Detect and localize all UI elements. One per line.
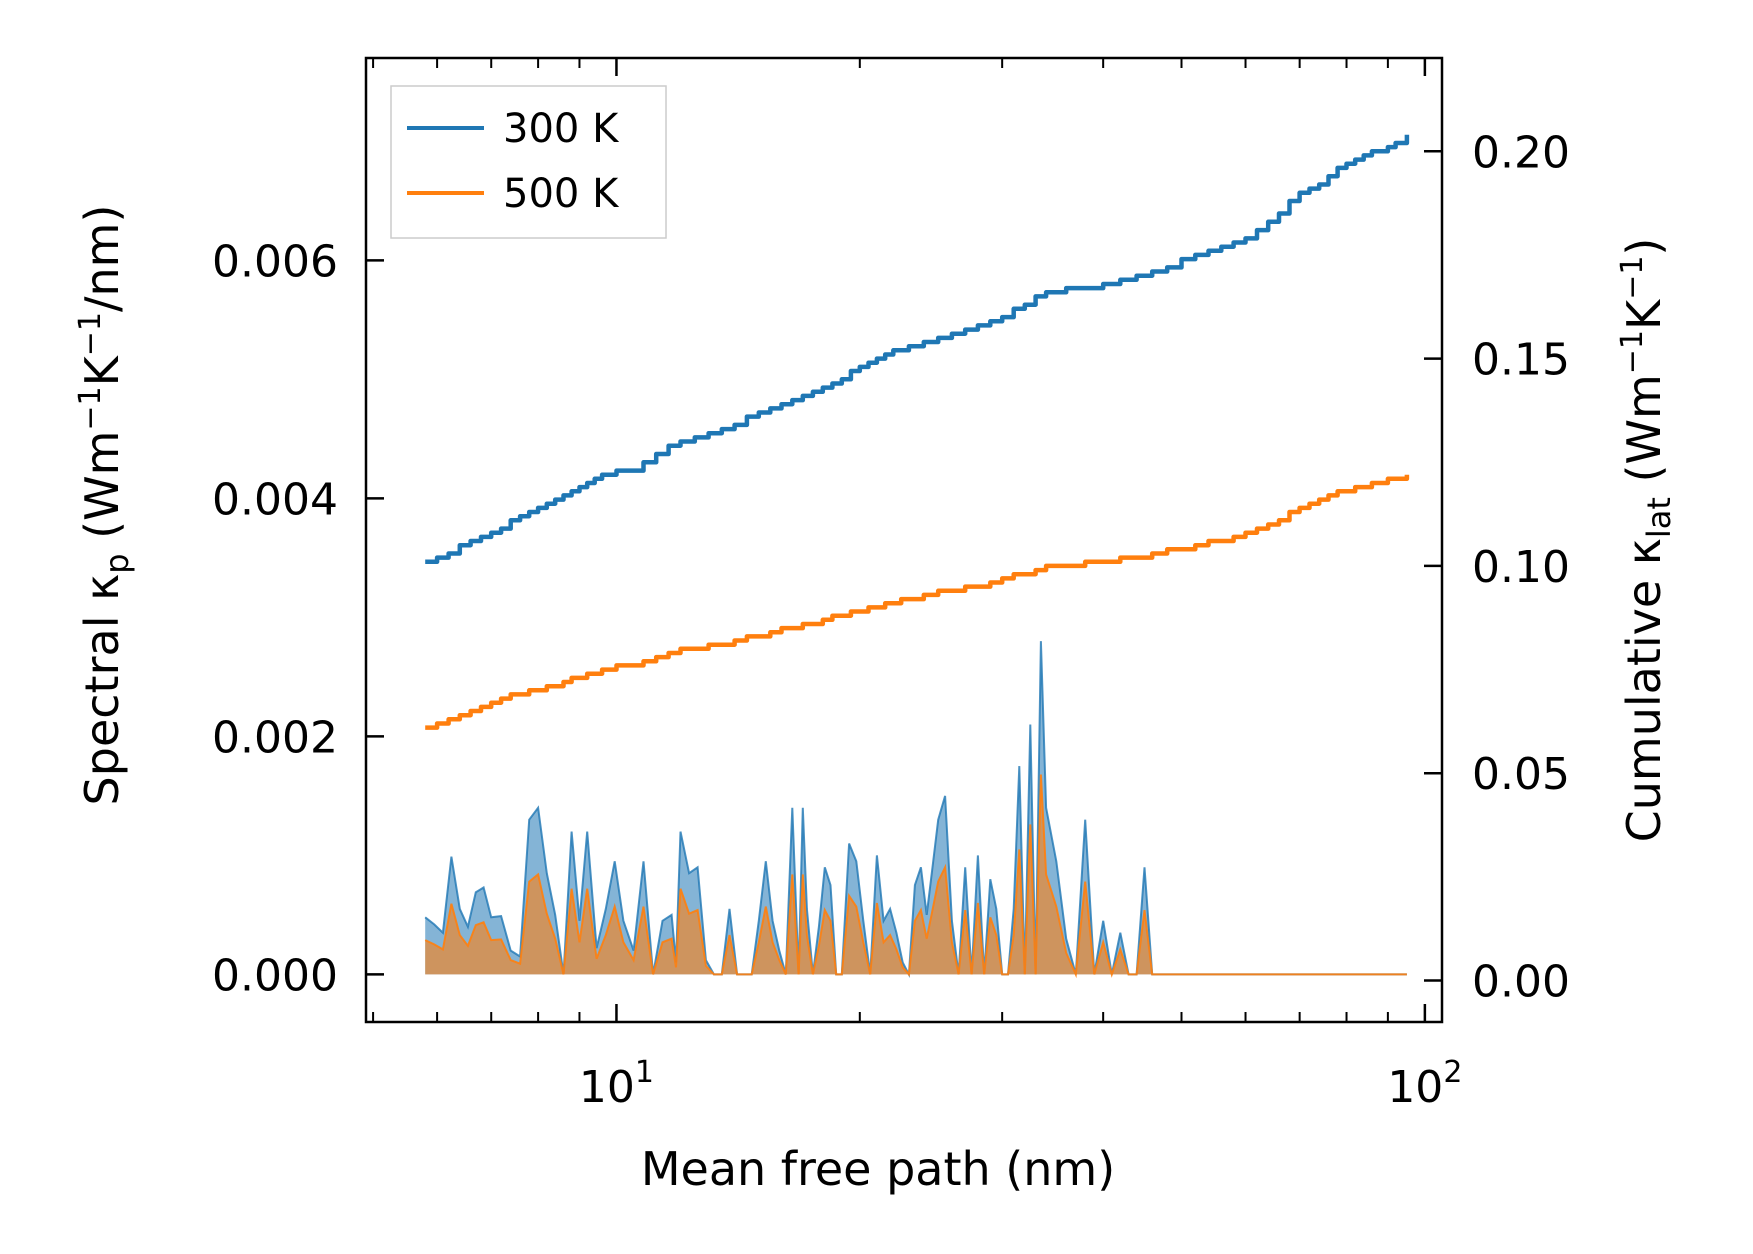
legend-label-300k: 300 K (503, 106, 620, 152)
y-left-tick-label: 0.004 (212, 474, 338, 525)
x-axis-label: Mean free path (nm) (641, 1142, 1115, 1196)
y-right-tick-label: 0.15 (1472, 335, 1570, 386)
y-axis-label-right: Cumulative κlat (Wm−1K−1) (1615, 238, 1678, 843)
y-left-tick-label: 0.006 (212, 236, 338, 287)
y-right-tick-label: 0.05 (1472, 749, 1570, 800)
spectral-series-layer (424, 641, 1407, 979)
y-left-tick-label: 0.000 (212, 950, 338, 1001)
axes: 0.000 0.002 0.004 0.006 0.00 0.05 0.10 0.15 0.20… (212, 56, 1570, 1113)
cumulative-line-500k (425, 474, 1410, 730)
legend-frame (390, 85, 667, 239)
x-tick-label: 101 (579, 1055, 654, 1113)
y-right-tick-label: 0.00 (1472, 957, 1570, 1008)
x-tick-label: 102 (1387, 1055, 1462, 1113)
y-axis-label-left: Spectral κp (Wm−1K−1/nm) (73, 205, 136, 806)
spectral-area-500k (425, 774, 1407, 975)
spectral-line-500k (424, 774, 1407, 979)
y-left-tick-label: 0.002 (212, 712, 338, 763)
plot-frame (364, 56, 1444, 1024)
y-right-tick-label: 0.20 (1472, 127, 1570, 178)
legend: 300 K 500 K (390, 85, 667, 239)
cumulative-line-300k (425, 134, 1410, 565)
cumulative-series-layer (425, 134, 1410, 730)
y-right-tick-label: 0.10 (1472, 542, 1570, 593)
legend-label-500k: 500 K (503, 171, 620, 217)
